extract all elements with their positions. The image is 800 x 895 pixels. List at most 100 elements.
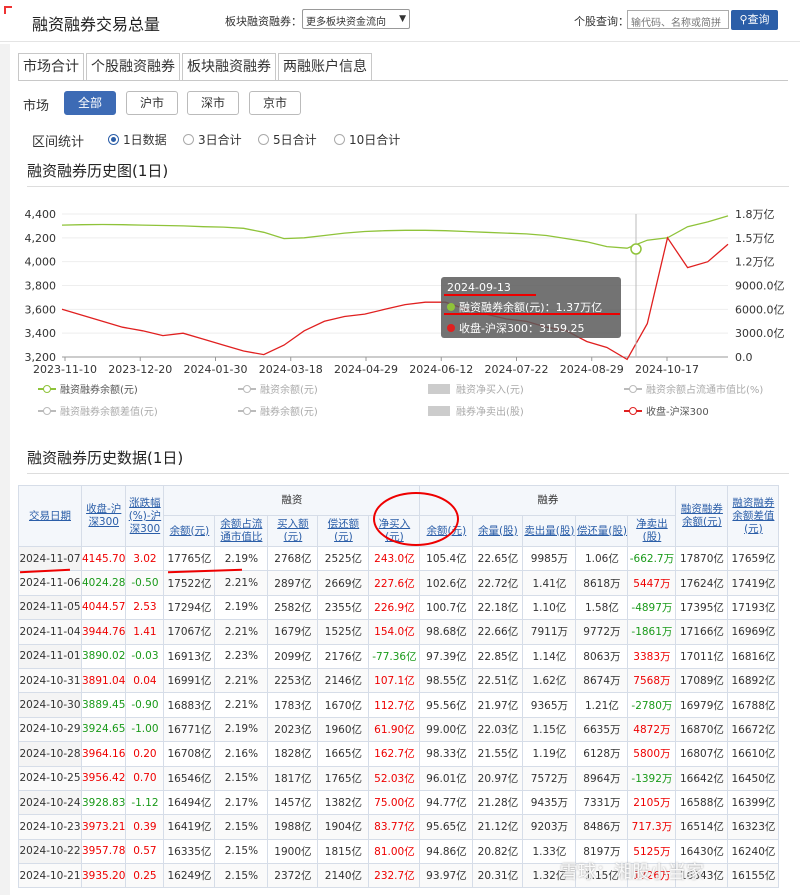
table-cell: 1457亿 xyxy=(267,789,319,816)
y-left-tick-label: 3,200 xyxy=(25,351,57,364)
legend-item[interactable]: 融券余额(元) xyxy=(238,403,318,418)
table-cell: 16610亿 xyxy=(727,741,780,767)
query-button-label: 查询 xyxy=(747,13,770,26)
col-close-label: 收盘-沪深300 xyxy=(86,503,122,528)
table-cell: 22.51亿 xyxy=(472,667,524,694)
col-lend-vol[interactable]: 余量(股) xyxy=(472,515,524,547)
market-all-button[interactable]: 全部 xyxy=(64,91,116,115)
table-cell: -0.03 xyxy=(125,643,165,669)
table-cell: 8618万 xyxy=(575,570,629,596)
table-cell: 1382亿 xyxy=(317,789,370,816)
legend-item[interactable]: 融资融券余额差值(元) xyxy=(38,403,158,418)
col-fin-balance[interactable]: 余额(元) xyxy=(163,515,216,547)
margin-history-chart[interactable]: 3,200 3,400 3,600 3,800 4,000 4,200 4,400 0.0 30… xyxy=(0,196,800,428)
table-cell: 2024-10-25 xyxy=(18,765,82,791)
col-lend-repay[interactable]: 偿还量(股) xyxy=(575,515,629,547)
table-cell: 16979亿 xyxy=(675,692,729,718)
table-cell: 22.65亿 xyxy=(472,545,524,572)
hover-point-margin xyxy=(630,243,642,255)
col-fin-buy[interactable]: 买入额(元) xyxy=(267,515,319,547)
radio-1day[interactable]: 1日数据 xyxy=(108,131,167,148)
tab-market-total[interactable]: 市场合计 xyxy=(18,53,84,80)
stock-search-input[interactable]: 输代码、名称或简拼 xyxy=(627,10,729,29)
x-tick-label: 2024-08-29 xyxy=(560,363,624,376)
table-cell: 22.66亿 xyxy=(472,619,524,645)
left-edge xyxy=(0,44,10,895)
table-cell: -4897万 xyxy=(627,594,677,621)
col-total-balance[interactable]: 融资融券余额(元) xyxy=(675,485,729,547)
radio-3day[interactable]: 3日合计 xyxy=(183,131,242,148)
table-cell: 1.15亿 xyxy=(522,716,577,743)
table-cell: 21.28亿 xyxy=(472,789,524,816)
legend-line-icon xyxy=(238,384,256,393)
table-row: 2024-11-01 3890.02 -0.03 16913亿 2.23% 2099亿 21… xyxy=(18,643,780,669)
market-sz-button[interactable]: 深市 xyxy=(187,91,239,115)
green-dot-icon xyxy=(447,303,455,311)
table-cell: 17166亿 xyxy=(675,619,729,645)
y-right-tick-label: 1.5万亿 xyxy=(735,232,775,245)
legend-item[interactable]: 融资净买入(元) xyxy=(428,381,524,396)
table-section-title: 融资融券历史数据(1日) xyxy=(27,449,184,467)
table-cell: 93.97亿 xyxy=(419,863,474,889)
col-date[interactable]: 交易日期 xyxy=(18,485,82,547)
tab-stock-margin[interactable]: 个股融资融券 xyxy=(86,53,180,80)
table-cell: 2024-10-22 xyxy=(18,838,82,865)
col-fin-buy-label: 买入额(元) xyxy=(277,518,309,543)
table-cell: 107.1亿 xyxy=(368,667,421,694)
table-cell: 16430亿 xyxy=(675,838,729,865)
sector-label: 板块融资融券： xyxy=(225,15,302,28)
legend-box-icon xyxy=(428,405,450,416)
table-cell: 16588亿 xyxy=(675,789,729,816)
col-close[interactable]: 收盘-沪深300 xyxy=(80,485,127,547)
table-cell: 2525亿 xyxy=(317,545,370,572)
y-left-tick-label: 4,200 xyxy=(25,232,57,245)
table-cell: 2146亿 xyxy=(317,667,370,694)
table-cell: 1.21亿 xyxy=(575,692,629,718)
chart-section-title: 融资融券历史图(1日) xyxy=(27,162,169,180)
legend-item[interactable]: 融资余额占流通市值比(%) xyxy=(624,381,763,396)
table-cell: 2023亿 xyxy=(267,716,319,743)
csi300-line xyxy=(61,236,729,361)
margin-balance-line xyxy=(61,215,729,249)
legend-item[interactable]: 融资融券余额(元) xyxy=(38,381,138,396)
radio-5day[interactable]: 5日合计 xyxy=(258,131,317,148)
table-cell: 16788亿 xyxy=(727,692,780,718)
table-cell: 16642亿 xyxy=(675,765,729,791)
query-button[interactable]: ⚲查询 xyxy=(731,10,778,30)
tab-sector-margin[interactable]: 板块融资融券 xyxy=(182,53,276,80)
table-cell: 17870亿 xyxy=(675,545,729,572)
table-cell: 61.90亿 xyxy=(368,716,421,743)
x-tick-label: 2024-04-29 xyxy=(334,363,398,376)
legend-item[interactable]: 融券净卖出(股) xyxy=(428,403,524,418)
table-row: 2024-10-24 3928.83 -1.12 16494亿 2.17% 1457亿 13… xyxy=(18,789,780,816)
table-cell: 17419亿 xyxy=(727,570,780,596)
table-cell: 98.33亿 xyxy=(419,741,474,767)
col-change[interactable]: 涨跌幅(%)-沪深300 xyxy=(125,485,165,547)
col-fin-repay[interactable]: 偿还额(元) xyxy=(317,515,370,547)
table-cell: 22.85亿 xyxy=(472,643,524,669)
table-cell: 7331万 xyxy=(575,789,629,816)
col-diff-balance[interactable]: 融资融券余额差值(元) xyxy=(727,485,780,547)
table-cell: 2099亿 xyxy=(267,643,319,669)
legend-item[interactable]: 融资余额(元) xyxy=(238,381,318,396)
table-cell: 16494亿 xyxy=(163,789,216,816)
table-cell: 1817亿 xyxy=(267,765,319,791)
table-cell: 3889.45 xyxy=(80,692,127,718)
market-bj-button[interactable]: 京市 xyxy=(249,91,301,115)
table-cell: 22.18亿 xyxy=(472,594,524,621)
col-lend-sell[interactable]: 卖出量(股) xyxy=(522,515,577,547)
market-sh-button[interactable]: 沪市 xyxy=(126,91,178,115)
col-fin-repay-label: 偿还额(元) xyxy=(327,518,360,543)
sector-select[interactable]: 更多板块资金流向 ▼ xyxy=(302,9,410,29)
corner-mark-icon xyxy=(4,6,12,14)
legend-item[interactable]: 收盘-沪深300 xyxy=(624,403,709,418)
radio-10day[interactable]: 10日合计 xyxy=(334,131,400,148)
table-cell: -77.36亿 xyxy=(368,643,421,669)
col-diff-balance-label: 融资融券余额差值(元) xyxy=(732,496,775,535)
table-cell: 1.15亿 xyxy=(575,863,629,889)
table-row: 2024-10-28 3964.16 0.20 16708亿 2.16% 1828亿 166… xyxy=(18,741,780,767)
table-cell: 81.00亿 xyxy=(368,838,421,865)
tab-account-info[interactable]: 两融账户信息 xyxy=(278,53,372,80)
col-lend-net[interactable]: 净卖出(股) xyxy=(627,515,677,547)
col-fin-ratio[interactable]: 余额占流通市值比 xyxy=(214,515,269,547)
